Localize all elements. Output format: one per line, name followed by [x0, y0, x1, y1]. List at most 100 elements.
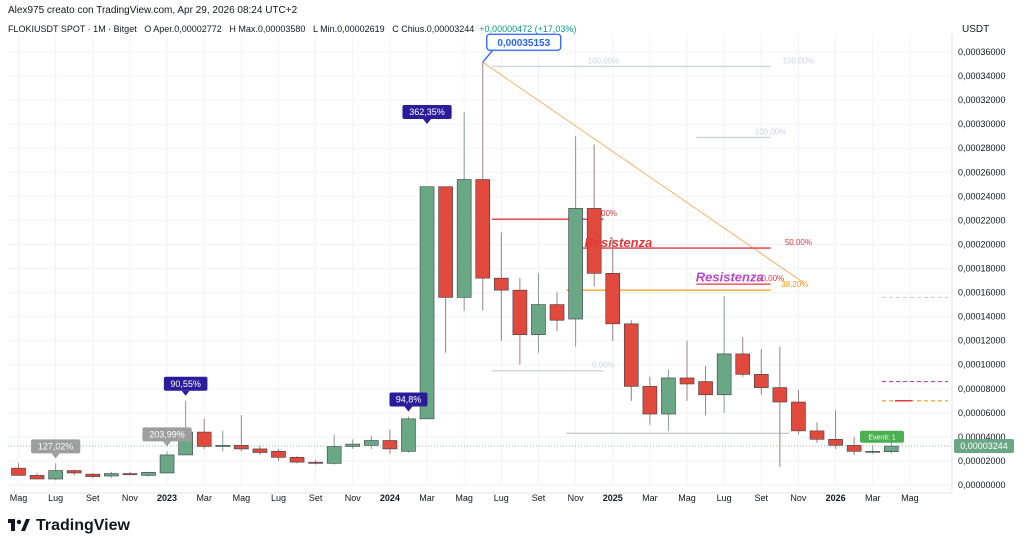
x-tick-label: Nov [122, 493, 139, 503]
candle-body[interactable] [326, 446, 342, 464]
candle-body[interactable] [48, 470, 63, 480]
events-badge[interactable] [860, 430, 905, 443]
candle-body[interactable] [159, 454, 175, 474]
x-tick-label: 2024 [380, 493, 400, 503]
candle-body[interactable] [642, 386, 658, 415]
candle-body[interactable] [85, 473, 101, 477]
open-key: O [144, 24, 152, 34]
y-tick-label: 0,00028000 [958, 143, 1006, 153]
candle-body[interactable] [456, 179, 472, 298]
percent-callout-box[interactable] [402, 105, 452, 119]
candle-body[interactable] [419, 186, 435, 420]
y-tick-label: 0,00036000 [958, 47, 1006, 57]
candle-body[interactable] [753, 374, 769, 388]
change-value: +0,00000472 (+17,03%) [479, 24, 577, 34]
candle-body[interactable] [122, 473, 138, 476]
candle-body[interactable] [11, 467, 26, 476]
candle-body[interactable] [809, 430, 825, 440]
candle-body[interactable] [568, 208, 583, 320]
candle-body[interactable] [141, 472, 156, 476]
candle-body[interactable] [494, 277, 509, 291]
y-tick-label: 0,00030000 [958, 119, 1006, 129]
tradingview-logo-text: TradingView [36, 517, 130, 534]
x-tick-label: Lug [271, 493, 286, 503]
percent-callout-box[interactable] [163, 376, 208, 391]
candle-body[interactable] [735, 353, 751, 375]
candle-body[interactable] [698, 381, 713, 396]
x-tick-label: Lug [494, 493, 509, 503]
percent-callout-box[interactable] [31, 439, 81, 454]
fib-level-label: 50,00% [590, 209, 617, 218]
y-tick-label: 0,00016000 [958, 288, 1006, 298]
x-tick-label: Mar [419, 493, 435, 503]
fib-level-label: 50,00% [785, 238, 812, 247]
resistance-annotation: Resistenza [696, 270, 764, 285]
candle-body[interactable] [345, 443, 361, 447]
peak-label-box[interactable] [486, 33, 562, 51]
candle-body[interactable] [865, 451, 881, 453]
x-tick-label: 2023 [157, 493, 177, 503]
candle-body[interactable] [271, 451, 286, 458]
candle-body[interactable] [512, 289, 528, 335]
candle-body[interactable] [605, 273, 621, 325]
candle-body[interactable] [289, 457, 305, 463]
x-tick-label: Mag [678, 493, 696, 503]
candle-body[interactable] [308, 461, 323, 464]
high-value: Max.0,00003580 [238, 24, 306, 34]
candle-body[interactable] [846, 445, 862, 452]
percent-callout-pointer [404, 406, 413, 412]
percent-callout-pointer [423, 119, 432, 124]
price-axis-unit: USDT [962, 24, 990, 35]
candle-body[interactable] [66, 470, 82, 474]
last-price-tag[interactable] [954, 438, 1014, 453]
candle-body[interactable] [828, 438, 843, 446]
percent-callout-box[interactable] [142, 427, 192, 442]
symbol-label[interactable]: FLOKIUSDT SPOT · 1M · Bitget [8, 24, 137, 34]
candle-body[interactable] [401, 418, 416, 452]
ohlc-header: FLOKIUSDT SPOT · 1M · Bitget O Aper.0,00… [8, 24, 576, 34]
candle-body[interactable] [772, 387, 788, 403]
x-tick-label: Lug [48, 493, 63, 503]
tradingview-logo-icon [8, 519, 30, 531]
candle-body[interactable] [438, 186, 453, 298]
percent-callout-text: 127,02% [38, 441, 74, 451]
low-key: L [312, 24, 318, 34]
y-tick-label: 0,00020000 [958, 239, 1006, 249]
close-key: C [392, 24, 399, 34]
candle-body[interactable] [364, 440, 379, 446]
candle-body[interactable] [252, 448, 268, 453]
tradingview-logo[interactable]: TradingView [8, 517, 130, 535]
x-tick-label: Set [309, 493, 323, 503]
candle-body[interactable] [661, 377, 676, 415]
y-tick-label: 0,00012000 [958, 336, 1006, 346]
x-tick-label: Mar [196, 493, 212, 503]
candle-body[interactable] [234, 445, 249, 450]
candle-body[interactable] [549, 304, 565, 321]
x-tick-label: Mar [865, 493, 881, 503]
candle-body[interactable] [475, 179, 491, 279]
percent-callout-box[interactable] [389, 392, 428, 407]
fib-level-label: 100,00% [783, 56, 815, 65]
x-tick-label: Set [86, 493, 100, 503]
y-tick-label: 0,00022000 [958, 215, 1006, 225]
candle-body[interactable] [679, 377, 695, 385]
candle-body[interactable] [791, 401, 806, 432]
candle-body[interactable] [586, 208, 602, 274]
candle-body[interactable] [883, 445, 899, 452]
candle-body[interactable] [29, 475, 45, 480]
close-value: Chius.0,00003244 [401, 24, 475, 34]
candle-body[interactable] [716, 353, 732, 396]
percent-callout-text: 203,99% [149, 429, 185, 439]
candle-body[interactable] [382, 440, 398, 450]
percent-callout-text: 362,35% [409, 107, 445, 117]
percent-callout-pointer [181, 390, 190, 396]
x-tick-label: Nov [790, 493, 807, 503]
x-tick-label: Nov [568, 493, 585, 503]
candle-body[interactable] [624, 323, 639, 387]
x-tick-label: Set [532, 493, 546, 503]
candle-body[interactable] [196, 431, 212, 447]
candle-body[interactable] [104, 473, 119, 477]
candle-body[interactable] [531, 304, 546, 335]
trend-line[interactable] [482, 61, 805, 284]
